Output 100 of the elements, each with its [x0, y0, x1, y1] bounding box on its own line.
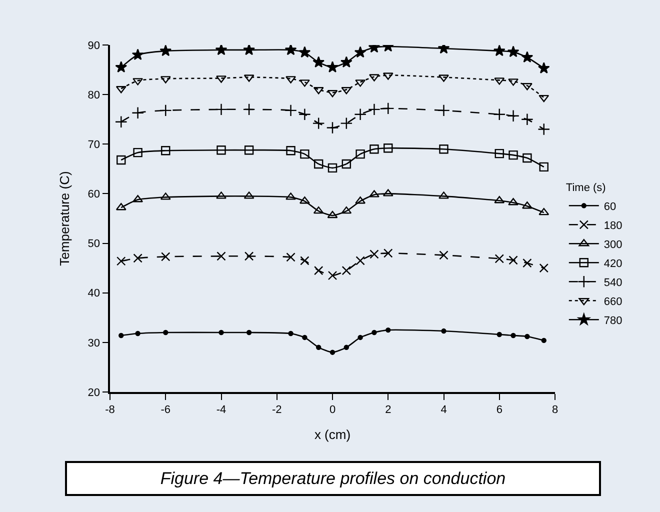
x-tick-label: 0 [329, 404, 336, 416]
legend-label: 420 [604, 258, 622, 270]
point [216, 252, 226, 261]
point [538, 94, 550, 102]
point [507, 46, 520, 58]
point [384, 248, 393, 258]
point [286, 146, 296, 156]
point [116, 202, 126, 210]
legend-label: 180 [604, 220, 622, 232]
point [288, 330, 294, 336]
point [508, 198, 518, 206]
legend-label: 540 [604, 276, 622, 289]
point [244, 252, 254, 261]
point [441, 328, 446, 334]
point [300, 256, 310, 266]
point [284, 104, 297, 117]
point [161, 252, 170, 262]
point [340, 117, 353, 130]
x-tick-label: 8 [552, 404, 558, 416]
point [507, 110, 520, 122]
point [298, 46, 311, 58]
point [369, 74, 380, 82]
x-tick-label: -2 [272, 404, 282, 416]
point [522, 153, 532, 163]
point [522, 258, 532, 268]
legend-label: 300 [604, 238, 622, 251]
point [342, 159, 352, 169]
point [116, 256, 126, 266]
point [133, 254, 142, 263]
point [326, 122, 339, 134]
point [215, 45, 228, 56]
point [313, 206, 324, 214]
point [368, 103, 380, 116]
point [521, 51, 534, 63]
point [369, 190, 380, 198]
point [438, 192, 449, 199]
point [326, 61, 338, 72]
point [312, 117, 325, 130]
legend-title: Time (s) [566, 182, 606, 194]
y-tick-label: 90 [88, 40, 100, 52]
point [358, 334, 363, 340]
point [494, 148, 504, 158]
y-tick-label: 40 [88, 288, 100, 300]
y-axis-title: Temperature (C) [57, 171, 72, 266]
point [539, 162, 548, 172]
point [438, 74, 449, 82]
point [132, 48, 144, 60]
point [538, 123, 550, 136]
point [159, 104, 172, 117]
point [370, 250, 379, 259]
point [243, 45, 255, 56]
point [302, 334, 308, 340]
point [286, 76, 296, 84]
point [539, 263, 548, 273]
point [284, 45, 297, 56]
point [508, 150, 518, 160]
x-tick-label: 2 [385, 404, 392, 416]
point [341, 206, 352, 214]
point [344, 344, 350, 350]
y-tick-label: 20 [88, 386, 100, 399]
point [298, 108, 311, 121]
point [342, 266, 352, 276]
x-tick-label: -4 [216, 404, 226, 416]
point [493, 108, 506, 121]
point [386, 327, 391, 333]
point [161, 146, 170, 156]
legend-label: 660 [604, 296, 622, 308]
point [496, 332, 502, 338]
point [246, 330, 252, 336]
point [327, 90, 338, 98]
legend-label: 780 [604, 314, 622, 327]
point [215, 103, 228, 116]
point [370, 144, 379, 154]
x-tick-label: -6 [160, 404, 171, 416]
point [384, 144, 393, 153]
point [216, 192, 226, 199]
point [160, 45, 172, 56]
y-tick-label: 50 [88, 238, 100, 250]
point [216, 76, 226, 83]
point [218, 330, 224, 336]
point [354, 46, 366, 58]
point [538, 208, 550, 216]
point [300, 149, 310, 159]
y-tick-label: 80 [88, 89, 100, 102]
point [538, 62, 550, 74]
point [286, 192, 296, 200]
point [340, 56, 352, 68]
point [438, 104, 450, 117]
point [372, 330, 377, 336]
point [354, 108, 367, 121]
point [508, 78, 518, 86]
point [314, 159, 324, 169]
point [163, 330, 168, 336]
point [356, 149, 365, 159]
point [115, 61, 128, 72]
point [356, 256, 365, 266]
y-tick-label: 70 [88, 138, 100, 151]
point [314, 266, 324, 276]
point [312, 56, 325, 68]
point [439, 144, 448, 154]
